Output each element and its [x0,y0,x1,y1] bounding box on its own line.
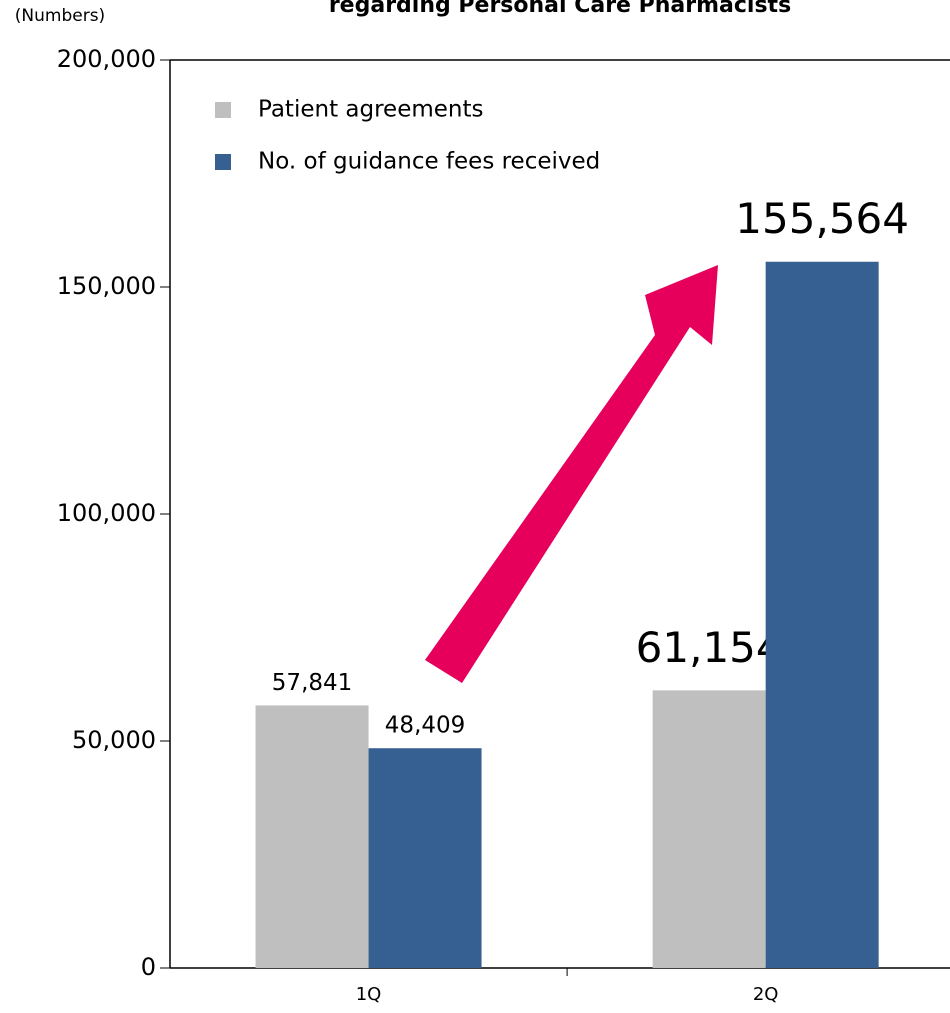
x-tick-label: 2Q [753,984,779,1005]
y-tick-label: 150,000 [57,272,156,300]
legend-swatch [215,102,231,118]
bar [368,748,482,968]
y-axis-label: (Numbers) [15,6,105,26]
x-tick-label: 1Q [356,984,382,1005]
legend-swatch [215,154,231,170]
trend-arrow [425,265,718,683]
chart-title: regarding Personal Care Pharmacists [329,0,791,18]
legend-label: No. of guidance fees received [258,149,600,175]
y-tick-label: 200,000 [57,45,156,73]
bar [652,690,766,968]
data-label: 61,154 [636,623,783,672]
data-label: 57,841 [272,670,352,696]
data-label: 48,409 [385,713,465,739]
bar [765,261,879,968]
y-tick-label: 50,000 [72,726,156,754]
bar [255,705,369,968]
legend-label: Patient agreements [258,97,483,123]
y-tick-label: 100,000 [57,499,156,527]
y-tick-label: 0 [141,953,156,981]
data-label: 155,564 [735,194,909,243]
